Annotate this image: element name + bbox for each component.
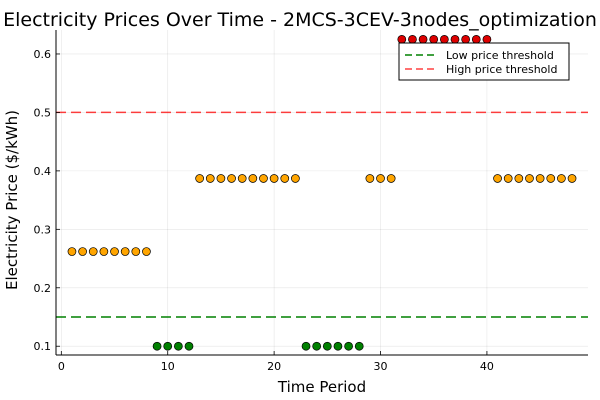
x-tick-label: 0 [58, 360, 65, 373]
data-point [386, 174, 396, 183]
y-tick-label: 0.6 [34, 48, 52, 61]
data-point [184, 341, 194, 351]
data-point [365, 174, 375, 183]
data-point [546, 174, 556, 183]
chart-title: Electricity Prices Over Time - 2MCS-3CEV… [3, 9, 597, 31]
data-point [493, 174, 502, 183]
data-point [195, 174, 204, 183]
data-point [514, 174, 524, 183]
data-point [525, 174, 534, 183]
x-tick-label: 40 [480, 360, 494, 373]
tick-labels: 0 10 20 30 40 0.1 0.2 0.3 0.4 0.5 0.6 [34, 48, 494, 373]
data-point [503, 174, 513, 183]
data-point [174, 341, 183, 351]
data-point [163, 341, 173, 351]
data-point [322, 341, 332, 351]
data-point [450, 35, 460, 44]
y-tick-label: 0.5 [34, 106, 52, 119]
data-point [291, 174, 300, 183]
data-point [120, 247, 130, 256]
data-point [269, 174, 279, 183]
legend: Low price threshold High price threshold [398, 42, 570, 81]
data-point [333, 341, 343, 351]
legend-low-label: Low price threshold [446, 49, 554, 62]
data-point [216, 174, 226, 183]
data-point [88, 247, 98, 256]
data-point [280, 174, 290, 183]
data-point [535, 174, 545, 183]
data-point [237, 174, 247, 183]
data-point [482, 35, 492, 44]
data-point [354, 341, 364, 351]
data-point [429, 35, 439, 44]
data-point [259, 174, 268, 183]
data-point [557, 174, 566, 183]
data-point [248, 174, 258, 183]
y-tick-label: 0.3 [34, 223, 52, 236]
data-point [418, 35, 428, 44]
data-point [99, 247, 109, 256]
y-axis-label: Electricity Price ($/kWh) [3, 110, 21, 290]
data-point [142, 247, 151, 256]
legend-high-label: High price threshold [446, 63, 557, 76]
data-point [376, 174, 385, 183]
x-tick-label: 30 [374, 360, 388, 373]
data-point [461, 35, 470, 44]
data-point [471, 35, 481, 44]
data-point [397, 35, 407, 44]
data-point [78, 247, 87, 256]
y-tick-label: 0.4 [34, 165, 52, 178]
y-tick-label: 0.2 [34, 282, 52, 295]
threshold-lines [56, 111, 588, 318]
y-tick-label: 0.1 [34, 340, 52, 353]
data-points [67, 35, 577, 351]
data-point [152, 341, 162, 351]
x-axis-label: Time Period [277, 378, 366, 396]
data-point [344, 341, 353, 351]
axes [55, 30, 588, 356]
data-point [110, 247, 119, 256]
data-point [205, 174, 215, 183]
data-point [312, 341, 322, 351]
legend-box [398, 42, 570, 81]
data-point [408, 35, 417, 44]
data-point [440, 35, 449, 44]
data-point [301, 341, 311, 351]
x-tick-label: 20 [267, 360, 281, 373]
data-point [567, 174, 577, 183]
data-point [131, 247, 141, 256]
x-tick-label: 10 [161, 360, 175, 373]
data-point [227, 174, 236, 183]
data-point [67, 247, 77, 256]
